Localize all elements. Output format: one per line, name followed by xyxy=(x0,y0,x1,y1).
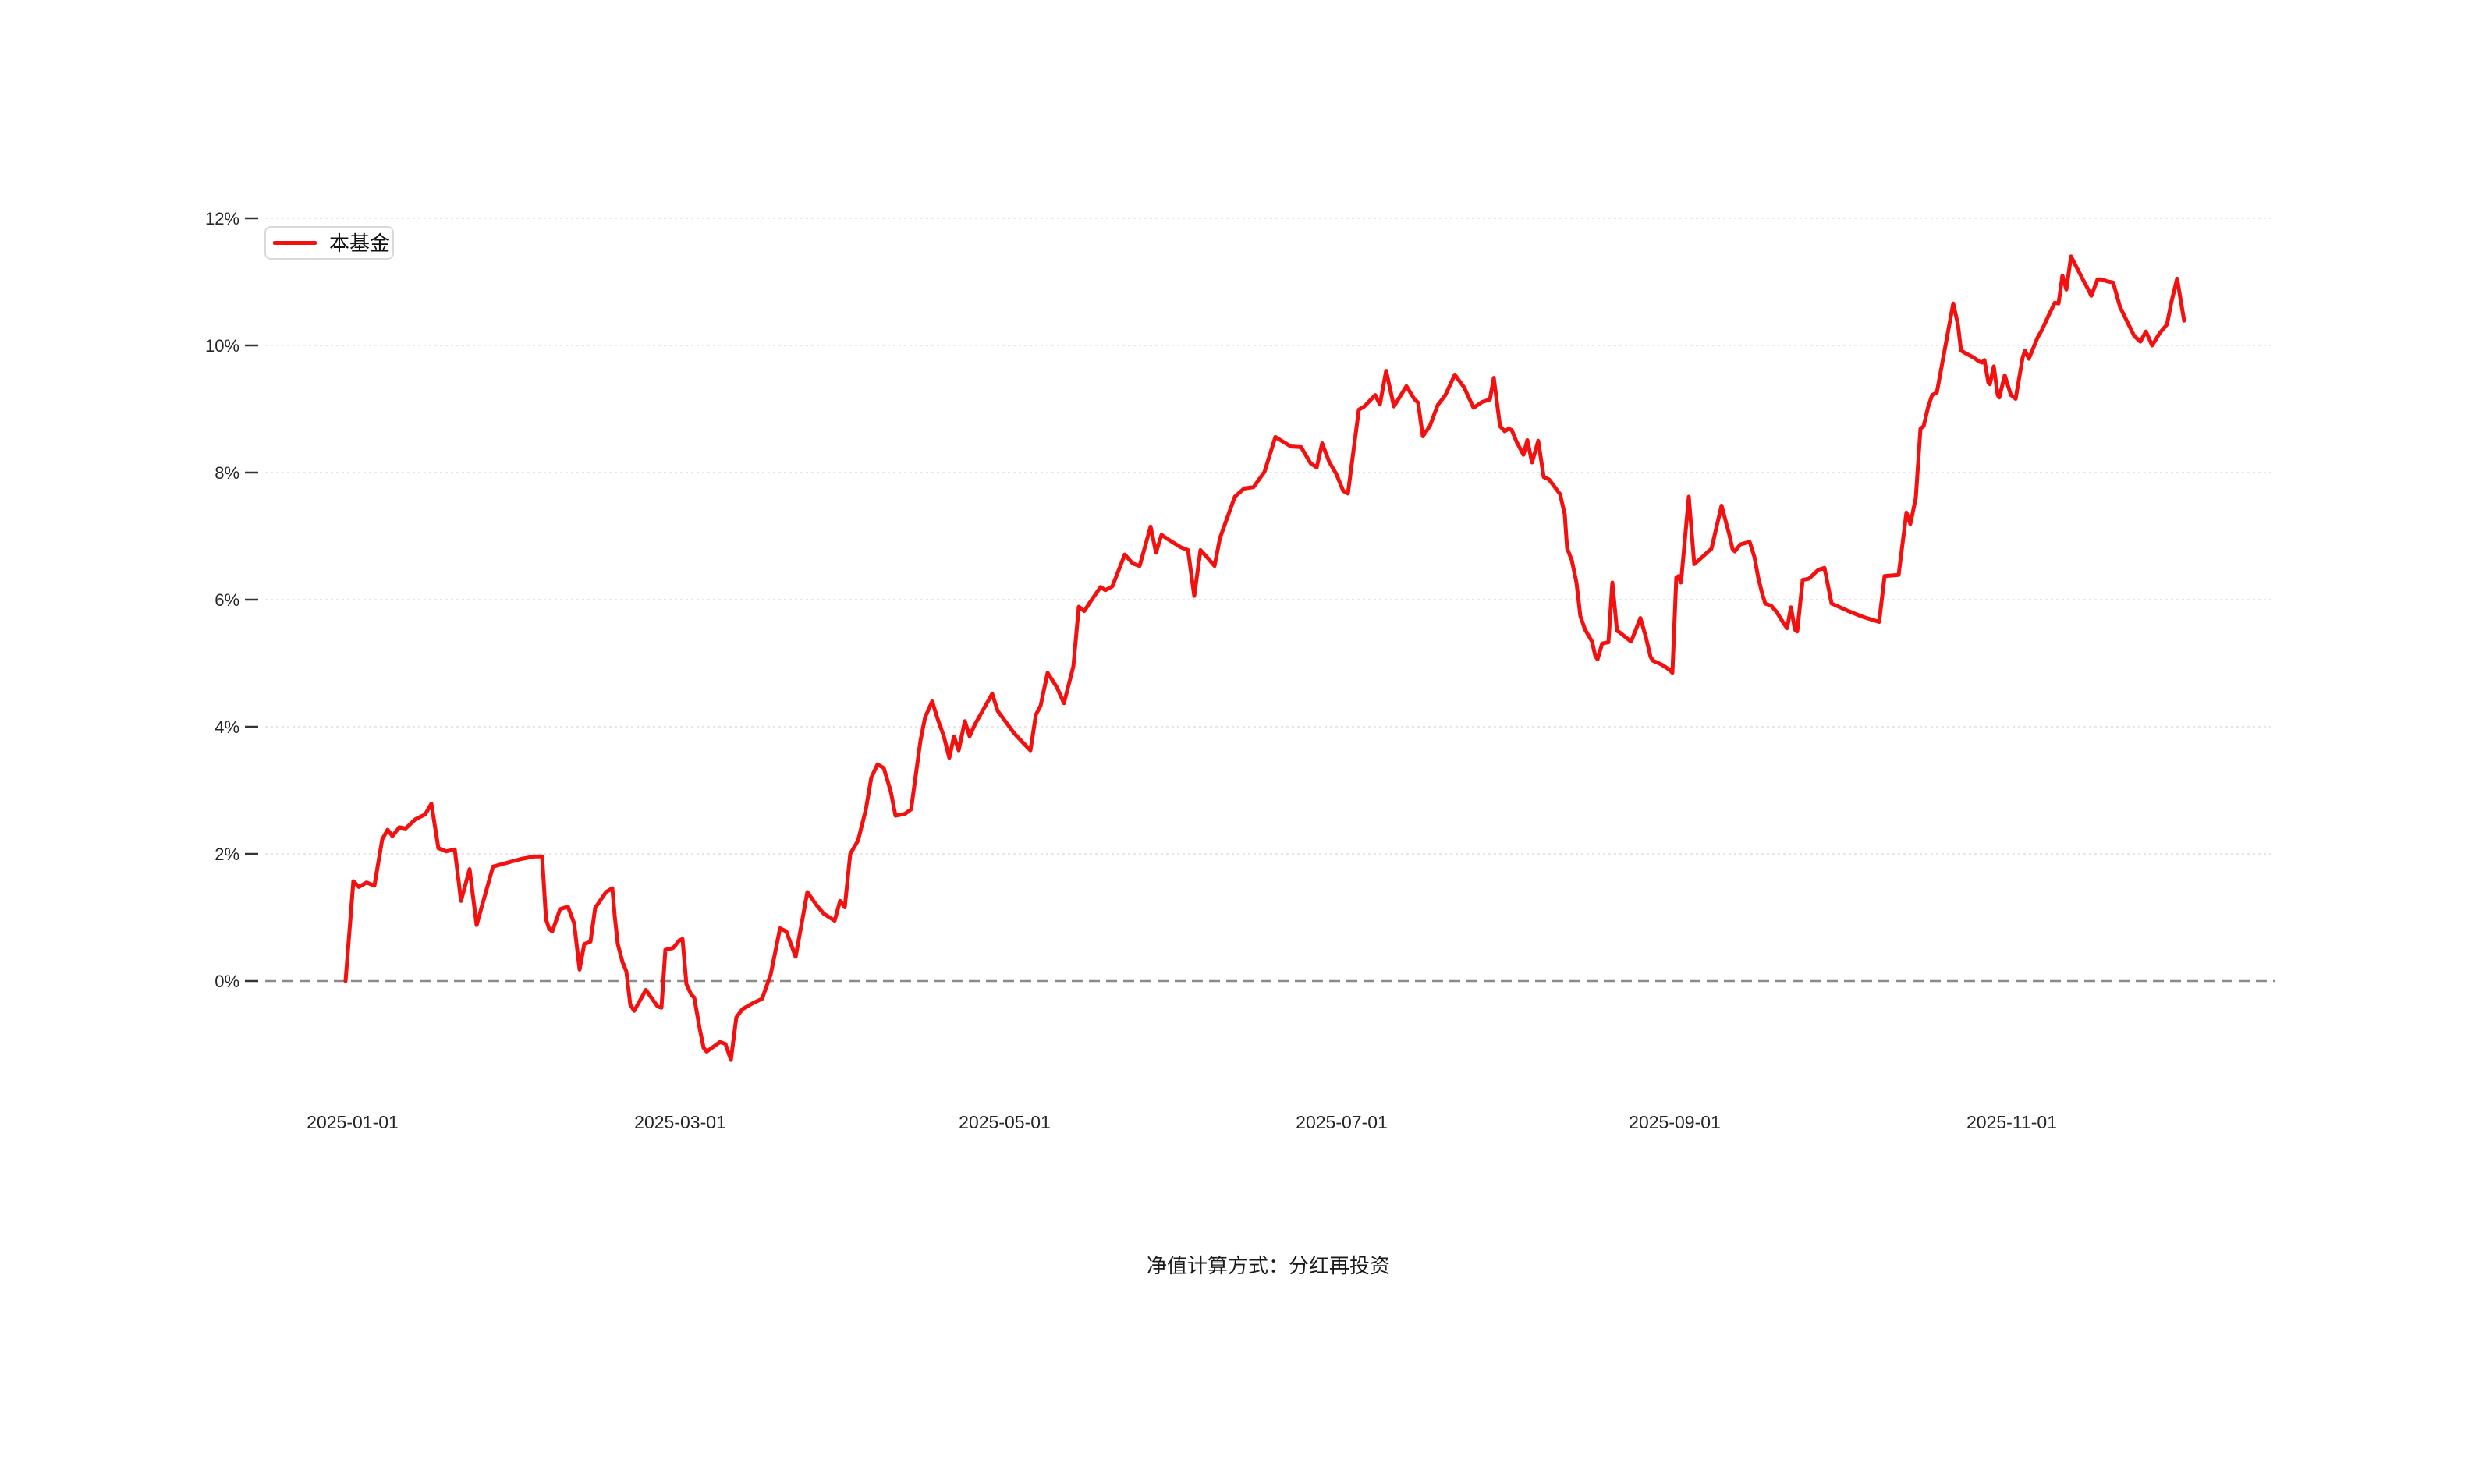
legend[interactable]: 本基金 xyxy=(264,226,394,260)
nav-calculation-note: 净值计算方式：分红再投资 xyxy=(1146,1254,1391,1277)
y-axis-labels: 0% 2% 4% 6% 8% 10% 12% xyxy=(205,209,239,991)
x-axis-tick-label: 2025-09-01 xyxy=(1629,1112,1721,1132)
legend-line-swatch xyxy=(273,241,317,245)
x-axis-tick-label: 2025-03-01 xyxy=(634,1112,726,1132)
y-axis-tick-label: 8% xyxy=(215,463,239,483)
y-axis-tick-label: 12% xyxy=(205,209,239,228)
y-axis-tick-label: 4% xyxy=(215,717,239,737)
x-axis-tick-label: 2025-01-01 xyxy=(307,1112,399,1132)
x-axis-tick-label: 2025-11-01 xyxy=(1966,1112,2057,1132)
y-axis-tick-label: 0% xyxy=(215,972,239,991)
y-axis-tick-marks xyxy=(245,217,258,983)
legend-label: 本基金 xyxy=(329,231,391,255)
x-axis-tick-label: 2025-05-01 xyxy=(959,1112,1051,1132)
y-axis-tick-label: 10% xyxy=(205,336,239,356)
y-axis-tick-label: 2% xyxy=(215,845,239,864)
fund-series-line[interactable] xyxy=(343,254,2186,1062)
x-axis-tick-label: 2025-07-01 xyxy=(1296,1112,1388,1132)
horizontal-gridlines xyxy=(265,218,2275,983)
y-axis-tick-label: 6% xyxy=(215,590,239,610)
x-axis-labels: 2025-01-01 2025-03-01 2025-05-01 2025-07-01… xyxy=(307,1112,2057,1132)
